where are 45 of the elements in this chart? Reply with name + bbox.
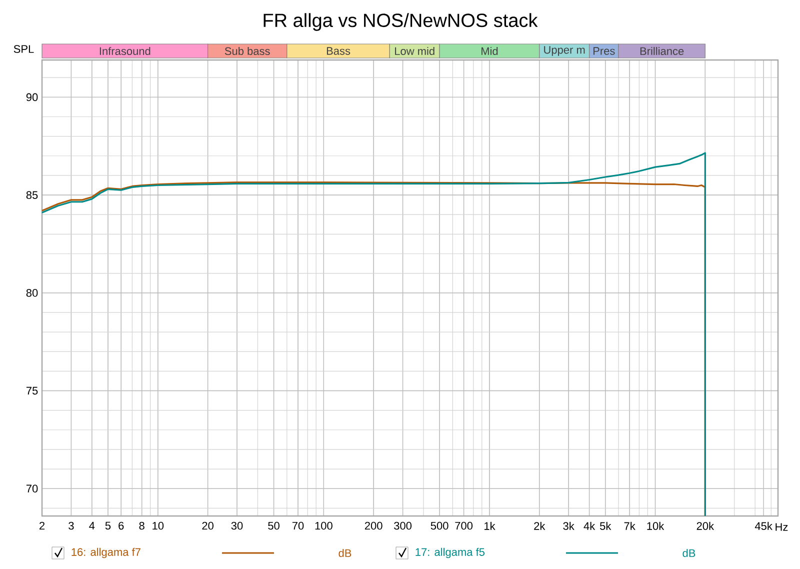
x-tick-label: 300	[394, 522, 412, 530]
x-tick-label: 45k	[754, 522, 772, 530]
x-tick-label: 4k	[584, 522, 596, 530]
x-axis-title: Hz	[776, 523, 788, 531]
y-tick-label: 85	[26, 191, 38, 199]
x-tick-label: 7k	[624, 522, 636, 530]
series-label: Pres	[593, 47, 615, 55]
text: dB	[338, 548, 352, 558]
x-tick-label: 200	[364, 522, 382, 530]
x-tick-label: 5	[105, 522, 111, 530]
x-tick-label: 20k	[696, 522, 714, 530]
x-tick-label: 6	[118, 522, 124, 530]
series-label: Brilliance	[640, 46, 684, 56]
x-tick-label: 10k	[647, 522, 664, 530]
y-tick-label: 75	[26, 386, 38, 395]
x-tick-label: 100	[315, 522, 332, 530]
x-tick-label: 8	[139, 522, 144, 530]
x-tick-label: 50	[268, 522, 280, 530]
x-tick-label: 30	[231, 522, 243, 530]
x-tick-label: 20	[202, 522, 214, 530]
y-tick-label: 70	[26, 484, 38, 492]
x-tick-label: 3	[68, 522, 74, 530]
series-label: Mid	[482, 46, 498, 56]
text: 16: allgama f7	[72, 548, 140, 558]
x-tick-label: 10	[152, 522, 164, 530]
text: 17: allgama f5	[416, 548, 485, 558]
series-label: Infrasound	[100, 46, 150, 56]
series-label: Upper m	[544, 46, 585, 56]
text: dB	[682, 548, 696, 558]
x-tick-label: 4	[89, 522, 95, 530]
x-tick-label: 5k	[600, 522, 612, 530]
x-tick-label: 70	[292, 522, 304, 530]
series-label: Low mid	[395, 46, 434, 56]
x-tick-label: 500	[430, 522, 448, 530]
x-tick-label: 700	[455, 522, 473, 530]
series-label: Sub bass	[224, 46, 270, 56]
chart-title: FR allga vs NOS/NewNOS stack	[264, 13, 538, 31]
series-label: Bass	[326, 47, 350, 55]
x-tick-label: 3k	[563, 522, 574, 530]
x-tick-label: 2	[40, 522, 45, 530]
y-tick-label: 80	[26, 288, 38, 297]
y-axis-title: SPL	[14, 45, 34, 53]
x-tick-label: 1k	[484, 522, 496, 530]
x-tick-label: 2k	[534, 522, 546, 530]
y-tick-label: 90	[26, 93, 38, 102]
